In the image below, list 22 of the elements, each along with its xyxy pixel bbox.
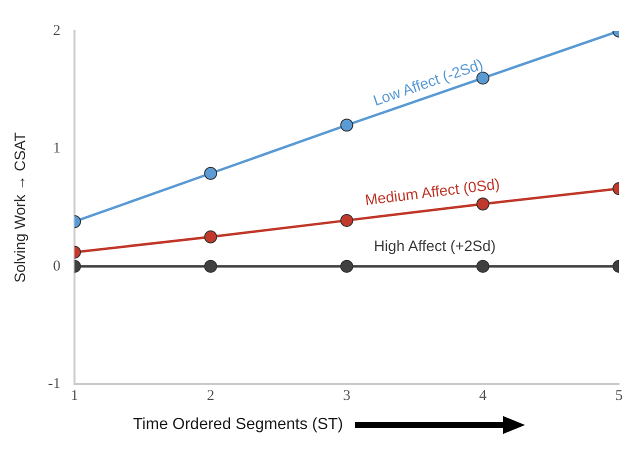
point [204, 230, 218, 244]
y-axis-title: Solving Work → CSAT [12, 132, 30, 283]
x-tick-label: 2 [206, 388, 214, 404]
y-tick-label: 1 [52, 140, 60, 157]
point [476, 260, 490, 273]
x-tick-label: 1 [70, 388, 78, 404]
text: Low Affect (-2Sd) [371, 56, 486, 110]
x-axis-title: Time Ordered Segments (ST) [133, 416, 344, 434]
point [204, 166, 218, 180]
series-label: High Affect (+2Sd) [374, 238, 496, 255]
x-tick-label: 3 [343, 388, 350, 404]
x-tick-label: 4 [479, 388, 488, 404]
text: Medium Affect (0Sd) [364, 176, 501, 210]
y-tick-label: 2 [52, 22, 60, 39]
point [476, 197, 490, 210]
point [204, 260, 218, 273]
point [340, 260, 354, 273]
point [340, 118, 354, 132]
x-tick-label: 5 [615, 388, 623, 404]
point [340, 214, 354, 227]
y-tick-label: -1 [48, 376, 60, 392]
y-tick-label: 0 [52, 258, 60, 274]
